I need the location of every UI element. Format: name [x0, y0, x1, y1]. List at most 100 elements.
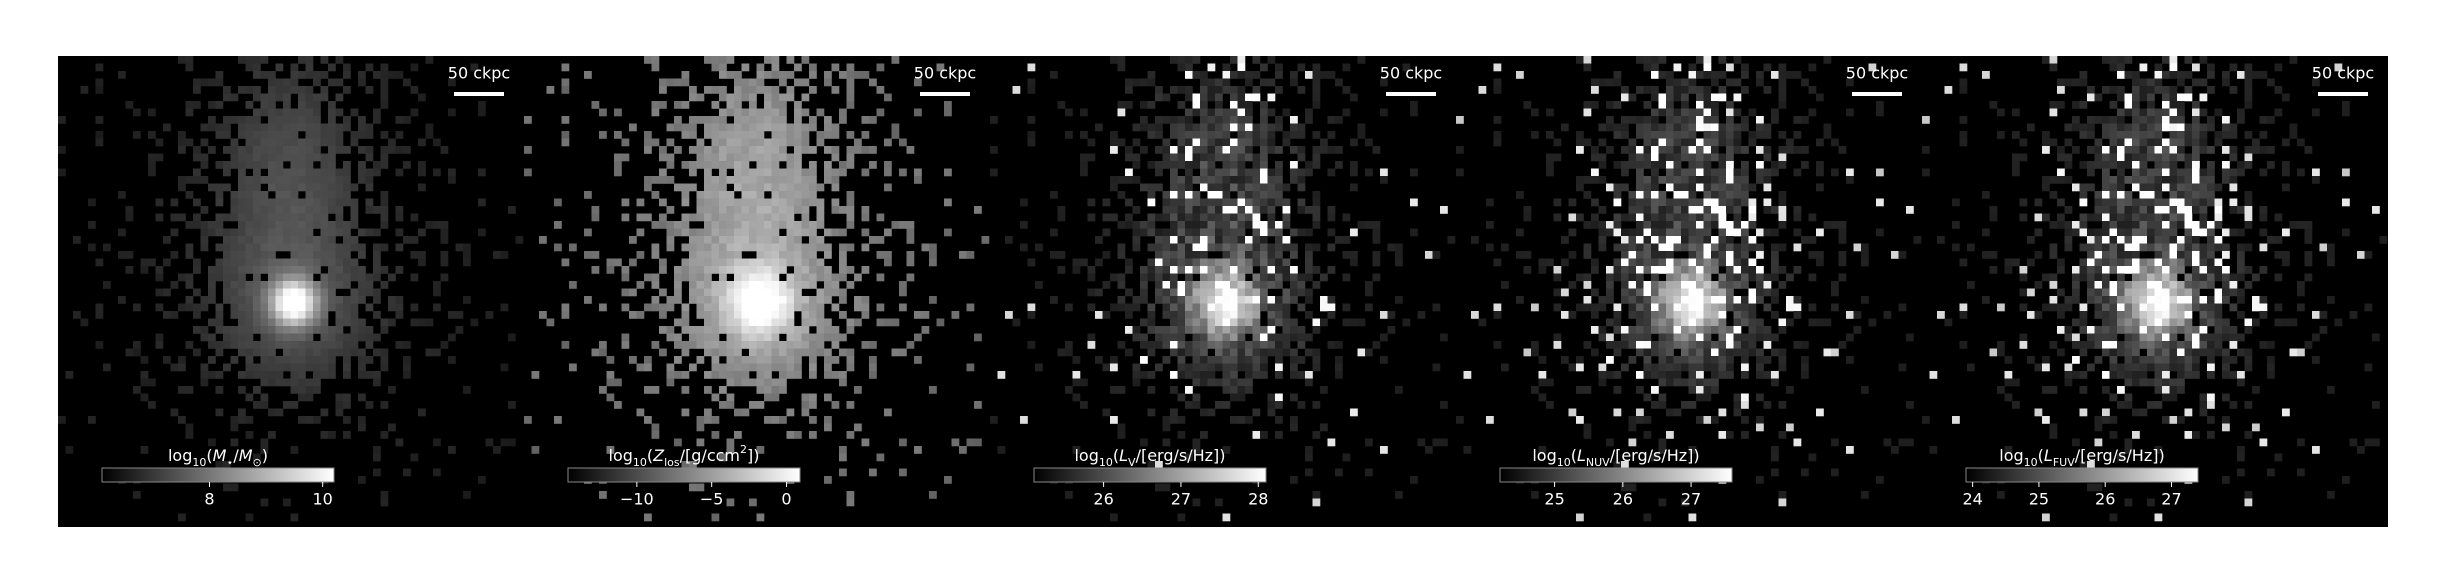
pixel [696, 228, 705, 237]
pixel [1230, 168, 1238, 177]
pixel [786, 86, 795, 94]
pixel [1621, 93, 1629, 102]
pixel [1327, 303, 1336, 312]
pixel [1741, 266, 1749, 274]
pixel [719, 168, 727, 177]
pixel [1267, 251, 1276, 259]
pixel [193, 86, 201, 94]
pixel [1222, 176, 1231, 184]
pixel [2169, 63, 2178, 72]
pixel [801, 303, 810, 312]
pixel [208, 273, 216, 282]
pixel [1305, 378, 1313, 387]
pixel [253, 303, 261, 312]
pixel [260, 288, 269, 297]
pixel [2079, 243, 2088, 252]
pixel [380, 161, 389, 169]
pixel [1711, 311, 1719, 319]
pixel [260, 191, 269, 199]
pixel [1237, 138, 1246, 147]
pixel [1087, 341, 1096, 349]
pixel [1170, 131, 1178, 139]
pixel [1155, 258, 1163, 267]
pixel [1177, 356, 1186, 364]
pixel [1110, 416, 1118, 424]
pixel [380, 348, 389, 357]
pixel [1230, 198, 1238, 207]
pixel [305, 326, 314, 334]
pixel [328, 206, 336, 214]
pixel [1793, 213, 1802, 222]
pixel [681, 228, 690, 237]
pixel [1192, 311, 1201, 319]
pixel [253, 176, 261, 184]
pixel [1726, 206, 1734, 214]
pixel [2259, 206, 2268, 214]
pixel [1192, 333, 1201, 342]
pixel [1117, 108, 1126, 117]
pixel [1230, 56, 1238, 64]
pixel [599, 303, 607, 312]
pixel [410, 318, 419, 327]
pixel [704, 341, 712, 349]
pixel [193, 176, 201, 184]
pixel [320, 431, 329, 439]
pixel [230, 213, 239, 222]
pixel [2049, 176, 2058, 184]
pixel [238, 123, 246, 132]
pixel [463, 386, 471, 394]
pixel [914, 446, 922, 454]
pixel [1673, 213, 1682, 222]
pixel [1643, 333, 1652, 342]
pixel [268, 228, 276, 237]
pixel [1726, 251, 1734, 259]
pixel [1726, 183, 1734, 192]
pixel [1192, 93, 1201, 102]
pixel [1342, 213, 1351, 222]
pixel [1733, 131, 1742, 139]
pixel [801, 123, 810, 132]
pixel [335, 221, 344, 229]
pixel [343, 228, 351, 237]
pixel [320, 93, 329, 102]
pixel [2274, 63, 2283, 72]
pixel [1342, 108, 1351, 117]
pixel [794, 258, 802, 267]
pixel [373, 108, 381, 117]
pixel [846, 93, 855, 102]
pixel [148, 258, 156, 267]
pixel [741, 221, 750, 229]
pixel [1177, 153, 1186, 162]
pixel [283, 93, 291, 102]
pixel [824, 416, 832, 424]
pixel [2147, 213, 2155, 222]
pixel [1651, 63, 1659, 72]
pixel [1230, 236, 1238, 244]
pixel [1080, 153, 1088, 162]
pixel [2102, 116, 2110, 124]
pixel [268, 266, 276, 274]
pixel [1170, 386, 1178, 394]
pixel [1162, 333, 1171, 342]
pixel [1260, 356, 1268, 364]
pixel [704, 296, 712, 304]
pixel [1718, 318, 1727, 327]
pixel [1192, 191, 1201, 199]
pixel [103, 363, 111, 372]
pixel [230, 416, 239, 424]
pixel [2109, 228, 2118, 237]
pixel [1651, 288, 1659, 297]
pixel [1748, 236, 1757, 244]
pixel [1147, 371, 1156, 379]
pixel [2139, 161, 2148, 169]
pixel [350, 131, 359, 139]
pixel [824, 363, 832, 372]
pixel [290, 326, 299, 334]
pixel [245, 341, 254, 349]
pixel [584, 251, 592, 259]
pixel [1290, 146, 1298, 154]
pixel [1658, 123, 1667, 132]
pixel [1756, 266, 1764, 274]
pixel [313, 78, 321, 87]
pixel [1275, 183, 1283, 192]
